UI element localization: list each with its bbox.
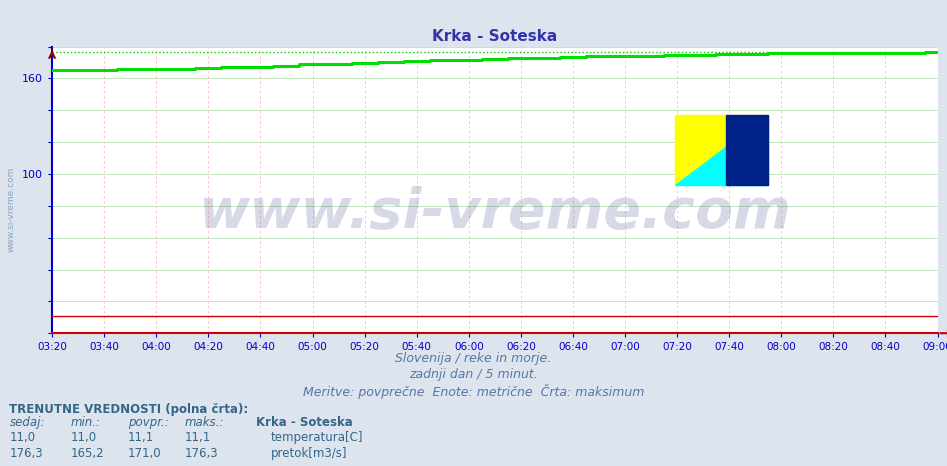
Text: zadnji dan / 5 minut.: zadnji dan / 5 minut. [409,368,538,381]
Text: sedaj:: sedaj: [9,416,45,429]
Text: min.:: min.: [71,416,101,429]
Text: 176,3: 176,3 [185,447,219,460]
Text: Krka - Soteska: Krka - Soteska [256,416,352,429]
Text: 171,0: 171,0 [128,447,162,460]
Polygon shape [674,115,768,185]
Text: temperatura[C]: temperatura[C] [271,431,364,444]
Text: maks.:: maks.: [185,416,224,429]
Text: www.si-vreme.com: www.si-vreme.com [198,186,792,240]
Text: 11,1: 11,1 [185,431,211,444]
Text: 11,0: 11,0 [9,431,36,444]
Text: 165,2: 165,2 [71,447,105,460]
Title: Krka - Soteska: Krka - Soteska [432,29,558,44]
Text: 11,0: 11,0 [71,431,98,444]
Polygon shape [726,115,768,185]
Text: povpr.:: povpr.: [128,416,169,429]
Text: 176,3: 176,3 [9,447,44,460]
Text: pretok[m3/s]: pretok[m3/s] [271,447,348,460]
Polygon shape [674,115,768,185]
Text: 11,1: 11,1 [128,431,154,444]
Text: www.si-vreme.com: www.si-vreme.com [7,167,16,253]
Text: TRENUTNE VREDNOSTI (polna črta):: TRENUTNE VREDNOSTI (polna črta): [9,403,249,416]
Text: Slovenija / reke in morje.: Slovenija / reke in morje. [396,352,551,365]
Text: Meritve: povprečne  Enote: metrične  Črta: maksimum: Meritve: povprečne Enote: metrične Črta:… [303,384,644,399]
